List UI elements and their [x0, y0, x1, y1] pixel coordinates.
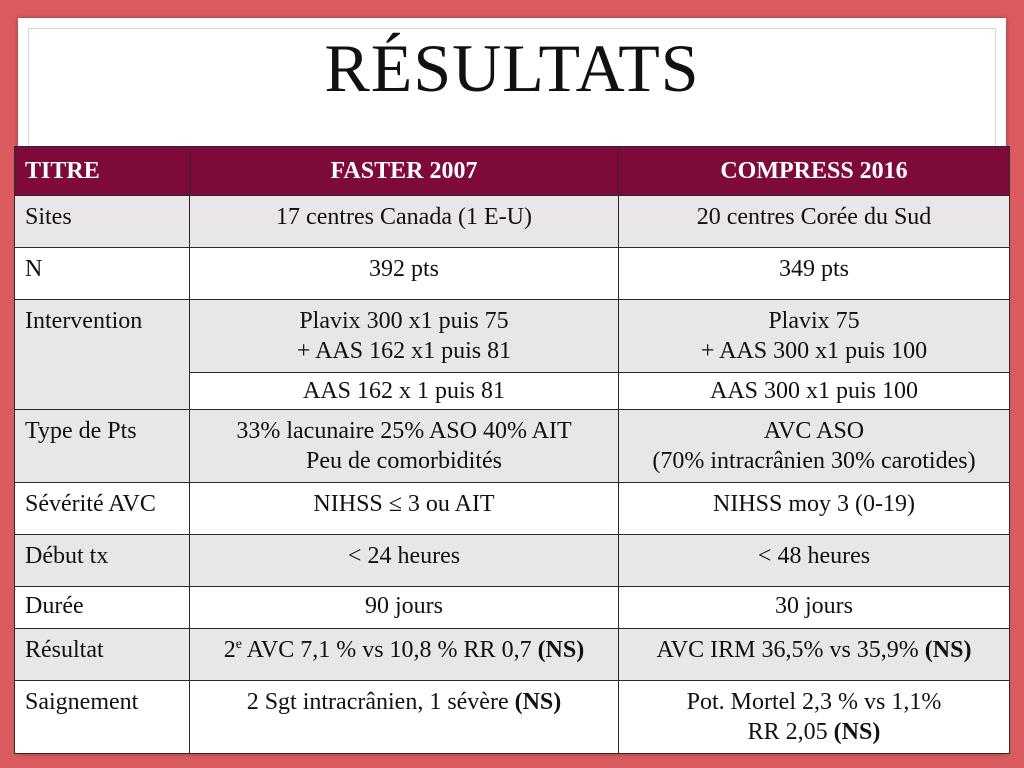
row-label: N	[14, 247, 190, 300]
row-saignement: Saignement 2 Sgt intracrânien, 1 sévère …	[14, 680, 1010, 754]
cell-compress: Pot. Mortel 2,3 % vs 1,1% RR 2,05 (NS)	[618, 680, 1010, 754]
ns-label: (NS)	[833, 719, 881, 745]
compress-intervention-line1: Plavix 75	[768, 308, 860, 334]
header-compress: COMPRESS 2016	[618, 146, 1010, 196]
faster-intervention-line1: Plavix 300 x1 puis 75	[299, 308, 509, 334]
saignement-faster-text: 2 Sgt intracrânien, 1 sévère	[246, 689, 515, 715]
cell-faster: AAS 162 x 1 puis 81	[189, 372, 619, 410]
faster-type-line2: Peu de comorbidités	[306, 448, 502, 474]
table-header-row: TITRE FASTER 2007 COMPRESS 2016	[14, 146, 1010, 196]
cell-compress: < 48 heures	[618, 534, 1010, 587]
cell-faster: NIHSS ≤ 3 ou AIT	[189, 482, 619, 535]
row-label: Sévérité AVC	[14, 482, 190, 535]
row-label: Type de Pts	[14, 409, 190, 483]
cell-compress: 30 jours	[618, 586, 1010, 629]
row-n: N 392 pts 349 pts	[14, 247, 1010, 300]
row-label: Intervention	[14, 299, 190, 410]
row-label: Début tx	[14, 534, 190, 587]
compress-intervention-line2: + AAS 300 x1 puis 100	[700, 338, 928, 364]
cell-faster: < 24 heures	[189, 534, 619, 587]
cell-faster: 392 pts	[189, 247, 619, 300]
compress-type-line1: AVC ASO	[763, 418, 865, 444]
row-label: Durée	[14, 586, 190, 629]
ns-label: (NS)	[514, 689, 562, 715]
cell-faster: 17 centres Canada (1 E-U)	[189, 195, 619, 248]
row-resultat: Résultat 2e AVC 7,1 % vs 10,8 % RR 0,7 (…	[14, 628, 1010, 681]
cell-faster: 2e AVC 7,1 % vs 10,8 % RR 0,7 (NS)	[189, 628, 619, 681]
cell-faster: 2 Sgt intracrânien, 1 sévère (NS)	[189, 680, 619, 754]
row-intervention: Intervention Plavix 300 x1 puis 75 + AAS…	[14, 299, 1010, 410]
resultat-compress-text: AVC IRM 36,5% vs 35,9%	[656, 637, 925, 663]
saignement-compress-line1: Pot. Mortel 2,3 % vs 1,1%	[686, 689, 942, 715]
ns-label: (NS)	[537, 637, 585, 663]
cell-compress: Plavix 75 + AAS 300 x1 puis 100	[618, 299, 1010, 373]
slide-title: RÉSULTATS	[324, 30, 700, 106]
row-sites: Sites 17 centres Canada (1 E-U) 20 centr…	[14, 195, 1010, 248]
ns-label: (NS)	[924, 637, 972, 663]
header-faster: FASTER 2007	[189, 146, 619, 196]
resultat-faster-prefix: 2	[223, 637, 236, 663]
saignement-compress-line2: RR 2,05	[747, 719, 834, 745]
cell-faster: Plavix 300 x1 puis 75 + AAS 162 x1 puis …	[189, 299, 619, 373]
header-titre: TITRE	[14, 146, 190, 196]
cell-compress: 349 pts	[618, 247, 1010, 300]
results-table: TITRE FASTER 2007 COMPRESS 2016 Sites 17…	[14, 146, 1010, 754]
cell-faster: 33% lacunaire 25% ASO 40% AIT Peu de com…	[189, 409, 619, 483]
resultat-faster-text: AVC 7,1 % vs 10,8 % RR 0,7	[241, 637, 538, 663]
cell-compress: AAS 300 x1 puis 100	[618, 372, 1010, 410]
cell-compress: AVC IRM 36,5% vs 35,9% (NS)	[618, 628, 1010, 681]
row-label: Saignement	[14, 680, 190, 754]
cell-compress: AVC ASO (70% intracrânien 30% carotides)	[618, 409, 1010, 483]
resultat-faster-sup: e	[235, 637, 242, 652]
row-severite: Sévérité AVC NIHSS ≤ 3 ou AIT NIHSS moy …	[14, 482, 1010, 535]
row-intervention-control: AAS 162 x 1 puis 81 AAS 300 x1 puis 100	[15, 372, 1010, 410]
cell-compress: NIHSS moy 3 (0-19)	[618, 482, 1010, 535]
faster-intervention-line2: + AAS 162 x1 puis 81	[296, 338, 512, 364]
row-type-pts: Type de Pts 33% lacunaire 25% ASO 40% AI…	[14, 409, 1010, 483]
row-duree: Durée 90 jours 30 jours	[14, 586, 1010, 629]
compress-type-line2: (70% intracrânien 30% carotides)	[652, 448, 976, 474]
cell-compress: 20 centres Corée du Sud	[618, 195, 1010, 248]
row-label: Résultat	[14, 628, 190, 681]
row-label: Sites	[14, 195, 190, 248]
row-debut: Début tx < 24 heures < 48 heures	[14, 534, 1010, 587]
cell-faster: 90 jours	[189, 586, 619, 629]
faster-type-line1: 33% lacunaire 25% ASO 40% AIT	[236, 418, 572, 444]
